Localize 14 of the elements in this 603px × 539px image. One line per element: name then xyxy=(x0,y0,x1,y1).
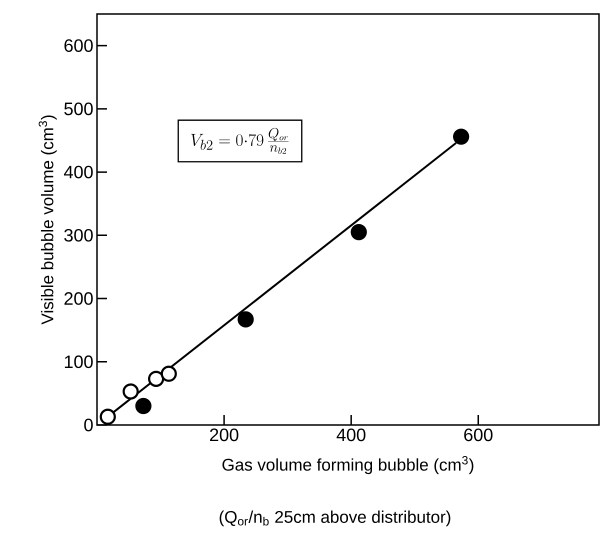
y-tick-label: 100 xyxy=(64,355,93,368)
text: (Q$_{or}$/n$_{b}$ 25cm above distributor) xyxy=(220,510,450,526)
x-tick-label: 400 xyxy=(336,428,366,442)
x-axis-title: Gas volume forming bubble (cm$^{3}$) xyxy=(222,456,474,474)
y-axis-title: Visible bubble volume (cm$^{3}$) xyxy=(38,115,57,324)
y-tick-label: 400 xyxy=(64,166,93,178)
x-tick-label: 200 xyxy=(210,428,238,442)
y-tick-label: 600 xyxy=(64,39,93,52)
annotation: $V_{b2} = 0{\cdot}79\,\frac{Q_{or}}{n_{b2}}$ xyxy=(191,128,289,154)
y-tick-label: 0 xyxy=(84,418,93,432)
x-tick-label: 600 xyxy=(464,428,493,442)
y-tick-label: 300 xyxy=(64,228,93,242)
y-tick-label: 500 xyxy=(64,102,93,116)
y-tick-label: 200 xyxy=(64,292,93,305)
